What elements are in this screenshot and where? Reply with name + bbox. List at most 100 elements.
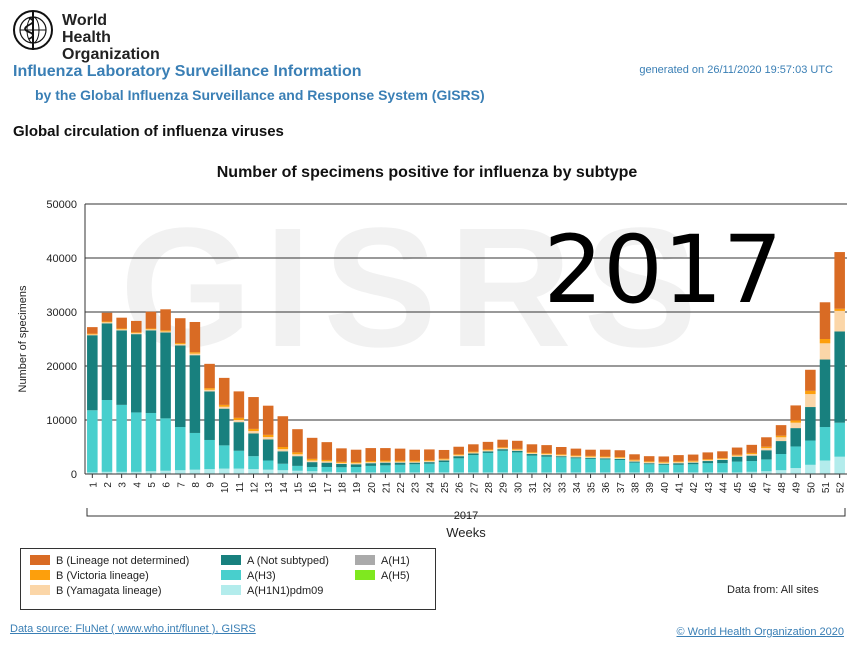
generated-timestamp: generated on 26/11/2020 19:57:03 UTC — [639, 64, 833, 76]
copyright-link[interactable]: © World Health Organization 2020 — [676, 626, 845, 638]
bar-segment-a-h3 — [438, 462, 450, 473]
bar-segment-a-h3 — [731, 461, 743, 473]
bar-segment-a-not-subtyped — [174, 345, 186, 428]
bar-segment-b-yamagata-lineage — [819, 343, 831, 360]
bar-segment-b-lineage-not-determined — [731, 447, 743, 455]
bar-segment-b-yamagata-lineage — [702, 459, 714, 462]
bar-segment-b-victoria-lineage — [277, 447, 289, 450]
bar-segment-b-yamagata-lineage — [541, 454, 552, 456]
bar-segment-a-not-subtyped — [834, 331, 845, 423]
bar-segment-a-h3 — [526, 455, 538, 473]
bar-segment-a-not-subtyped — [350, 464, 362, 467]
x-tick-label: 20 — [367, 482, 378, 494]
x-tick-label: 29 — [499, 482, 510, 494]
bar-segment-b-lineage-not-determined — [834, 252, 845, 309]
bar-segment-a-h1n1-pdm09 — [673, 472, 684, 474]
legend-swatch — [221, 555, 241, 565]
bar-segment-a-not-subtyped — [233, 422, 245, 451]
org-name-line1: World Health — [62, 12, 111, 46]
bar-segment-a-not-subtyped — [262, 439, 274, 461]
who-logo: World Health Organization — [10, 8, 160, 63]
bar-segment-a-h1n1-pdm09 — [336, 472, 347, 474]
bar-segment-b-yamagata-lineage — [687, 461, 699, 463]
bar-segment-a-not-subtyped — [468, 453, 479, 456]
legend-swatch — [30, 585, 50, 595]
bar-segment-a-h1n1-pdm09 — [321, 471, 333, 474]
bar-segment-b-lineage-not-determined — [218, 377, 230, 405]
bar-segment-a-not-subtyped — [189, 355, 201, 433]
bar-segment-b-lineage-not-determined — [248, 397, 259, 429]
data-source-link[interactable]: Data source: FluNet ( www.who.int/flunet… — [10, 623, 256, 635]
bar-segment-b-lineage-not-determined — [570, 448, 582, 456]
bar-segment-b-lineage-not-determined — [453, 446, 464, 455]
year-group-bracket — [86, 508, 846, 517]
bar-segment-a-h1n1-pdm09 — [497, 472, 508, 474]
x-tick-label: 25 — [440, 482, 451, 494]
bar-segment-b-victoria-lineage — [394, 460, 406, 462]
bar-segment-b-yamagata-lineage — [453, 455, 464, 457]
bar-segment-a-h3 — [585, 458, 596, 473]
legend-item-b-lineage-not-determined: B (Lineage not determined) — [30, 555, 189, 567]
bar-segment-b-victoria-lineage — [453, 454, 464, 456]
bar-segment-a-h3 — [790, 446, 801, 469]
bar-segment-a-not-subtyped — [482, 451, 494, 453]
bar-segment-a-not-subtyped — [761, 450, 772, 460]
bar-segment-b-yamagata-lineage — [746, 454, 758, 456]
bar-segment-b-yamagata-lineage — [673, 462, 684, 464]
legend-swatch — [30, 555, 50, 565]
app-title: Influenza Laboratory Surveillance Inform… — [13, 63, 362, 80]
bar-segment-a-h3 — [409, 464, 420, 473]
x-tick-label: 31 — [528, 482, 539, 494]
org-name: World Health Organization — [62, 12, 160, 63]
bar-segment-a-not-subtyped — [380, 462, 391, 466]
bar-segment-a-h3 — [687, 464, 699, 473]
bar-segment-a-h1n1-pdm09 — [526, 472, 538, 474]
app-subtitle: by the Global Influenza Surveillance and… — [35, 87, 485, 103]
x-tick-label: 2 — [103, 482, 114, 488]
bar-segment-b-lineage-not-determined — [673, 455, 684, 462]
x-tick-label: 51 — [821, 482, 832, 494]
bar-segment-b-lineage-not-determined — [541, 445, 552, 454]
bar-segment-b-yamagata-lineage — [116, 329, 127, 331]
bar-segment-a-not-subtyped — [453, 456, 464, 459]
bar-segment-a-not-subtyped — [526, 454, 538, 456]
bar-segment-a-not-subtyped — [585, 457, 596, 459]
bar-segment-a-h3 — [87, 410, 98, 473]
bar-segment-b-lineage-not-determined — [775, 425, 787, 436]
legend-label: A(H1N1)pdm09 — [247, 585, 324, 597]
bar-segment-b-lineage-not-determined — [761, 437, 772, 447]
x-tick-label: 50 — [806, 482, 817, 494]
bar-segment-a-not-subtyped — [365, 463, 377, 466]
bar-segment-a-h3 — [350, 466, 362, 473]
bar-segment-b-victoria-lineage — [526, 452, 538, 453]
bar-segment-a-not-subtyped — [131, 334, 142, 413]
bar-segment-b-yamagata-lineage — [248, 431, 259, 434]
bar-segment-a-not-subtyped — [145, 330, 157, 413]
bar-segment-b-victoria-lineage — [87, 333, 98, 335]
bar-segment-a-h3 — [453, 458, 464, 473]
bar-segment-a-not-subtyped — [629, 461, 640, 463]
bar-segment-b-lineage-not-determined — [482, 441, 494, 450]
x-group-label: 2017 — [454, 510, 478, 522]
legend-item-a-h1: A(H1) — [355, 555, 410, 567]
bar-segment-a-h1n1-pdm09 — [174, 470, 186, 474]
bar-segment-b-lineage-not-determined — [365, 448, 377, 462]
legend-label: B (Yamagata lineage) — [56, 585, 162, 597]
bar-segment-a-not-subtyped — [555, 456, 567, 458]
legend-swatch — [221, 570, 241, 580]
bar-segment-b-victoria-lineage — [629, 459, 640, 461]
bar-segment-a-h3 — [321, 466, 333, 472]
bar-segment-b-yamagata-lineage — [380, 461, 391, 463]
bar-segment-b-yamagata-lineage — [292, 454, 303, 457]
bar-segment-a-not-subtyped — [306, 462, 318, 467]
bar-segment-b-victoria-lineage — [321, 459, 333, 462]
bar-segment-b-victoria-lineage — [819, 339, 831, 344]
bar-segment-b-victoria-lineage — [204, 388, 215, 390]
x-tick-label: 38 — [631, 482, 642, 494]
org-name-line2: Organization — [62, 46, 160, 63]
bar-segment-b-yamagata-lineage — [629, 460, 640, 462]
bar-segment-b-lineage-not-determined — [204, 363, 215, 389]
legend-swatch — [355, 570, 375, 580]
bar-segment-b-victoria-lineage — [380, 460, 391, 462]
bar-segment-b-victoria-lineage — [585, 455, 596, 457]
